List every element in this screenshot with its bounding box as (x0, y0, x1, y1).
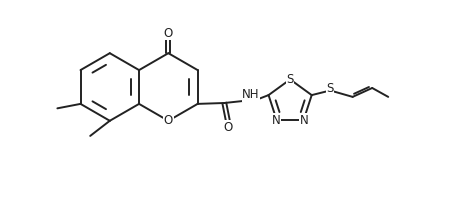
Text: O: O (164, 114, 173, 127)
Text: NH: NH (242, 89, 260, 102)
Text: S: S (326, 82, 334, 95)
Text: N: N (300, 114, 309, 127)
Text: S: S (286, 73, 294, 86)
Text: O: O (223, 121, 232, 133)
Text: O: O (164, 27, 173, 40)
Text: N: N (272, 114, 280, 127)
